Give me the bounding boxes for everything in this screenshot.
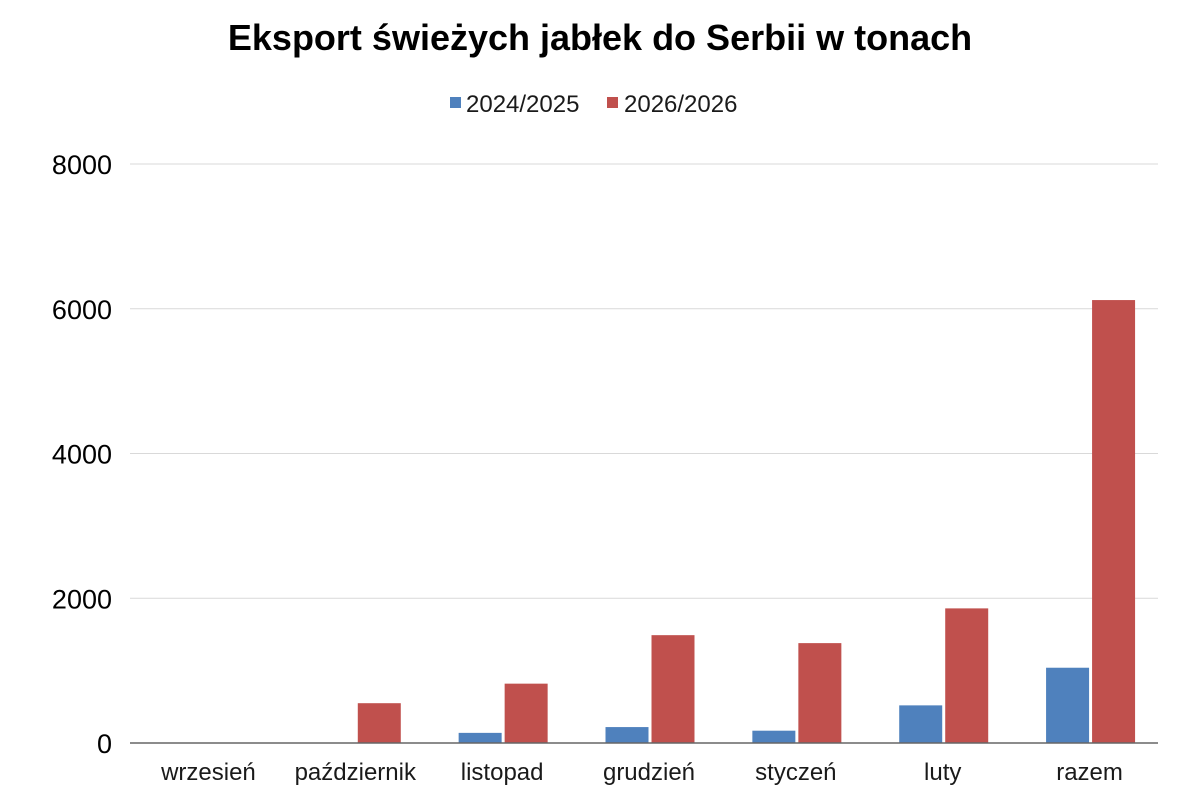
x-tick-label: styczeń bbox=[755, 759, 836, 786]
legend-swatch bbox=[607, 97, 618, 108]
legend-label: 2024/2025 bbox=[466, 91, 579, 118]
bar-2026-2026-październik bbox=[357, 703, 401, 743]
x-tick-label: wrzesień bbox=[160, 759, 256, 786]
chart-title: Eksport świeżych jabłek do Serbii w tona… bbox=[228, 17, 972, 58]
y-tick-label: 2000 bbox=[52, 584, 112, 614]
bar-2026-2026-razem bbox=[1092, 300, 1136, 743]
legend-swatch bbox=[450, 97, 461, 108]
bar-2026-2026-luty bbox=[945, 608, 989, 743]
bar-2024-2025-razem bbox=[1046, 667, 1090, 743]
bar-2024-2025-styczeń bbox=[752, 730, 796, 743]
bar-2024-2025-listopad bbox=[458, 732, 502, 743]
bar-2024-2025-grudzień bbox=[605, 727, 649, 743]
y-axis-ticks: 0 2000 4000 6000 8000 bbox=[52, 150, 112, 759]
x-tick-label: listopad bbox=[461, 759, 544, 786]
y-tick-label: 0 bbox=[97, 729, 112, 759]
y-tick-label: 6000 bbox=[52, 295, 112, 325]
gridlines bbox=[130, 163, 1158, 599]
bar-2026-2026-listopad bbox=[504, 683, 548, 743]
x-tick-label: luty bbox=[924, 759, 961, 786]
legend-label: 2026/2026 bbox=[624, 91, 737, 118]
bar-2024-2025-luty bbox=[899, 705, 943, 743]
bar-2026-2026-styczeń bbox=[798, 643, 842, 743]
bar-2026-2026-grudzień bbox=[651, 635, 695, 743]
x-tick-label: grudzień bbox=[603, 759, 695, 786]
x-tick-label: razem bbox=[1056, 759, 1123, 786]
bars bbox=[357, 300, 1136, 743]
x-tick-label: październik bbox=[295, 759, 417, 786]
x-axis-ticks: wrzesień październik listopad grudzień stycz… bbox=[160, 759, 1123, 786]
y-tick-label: 4000 bbox=[52, 440, 112, 470]
legend: 2024/2025 2026/2026 bbox=[450, 91, 737, 118]
y-tick-label: 8000 bbox=[52, 150, 112, 180]
